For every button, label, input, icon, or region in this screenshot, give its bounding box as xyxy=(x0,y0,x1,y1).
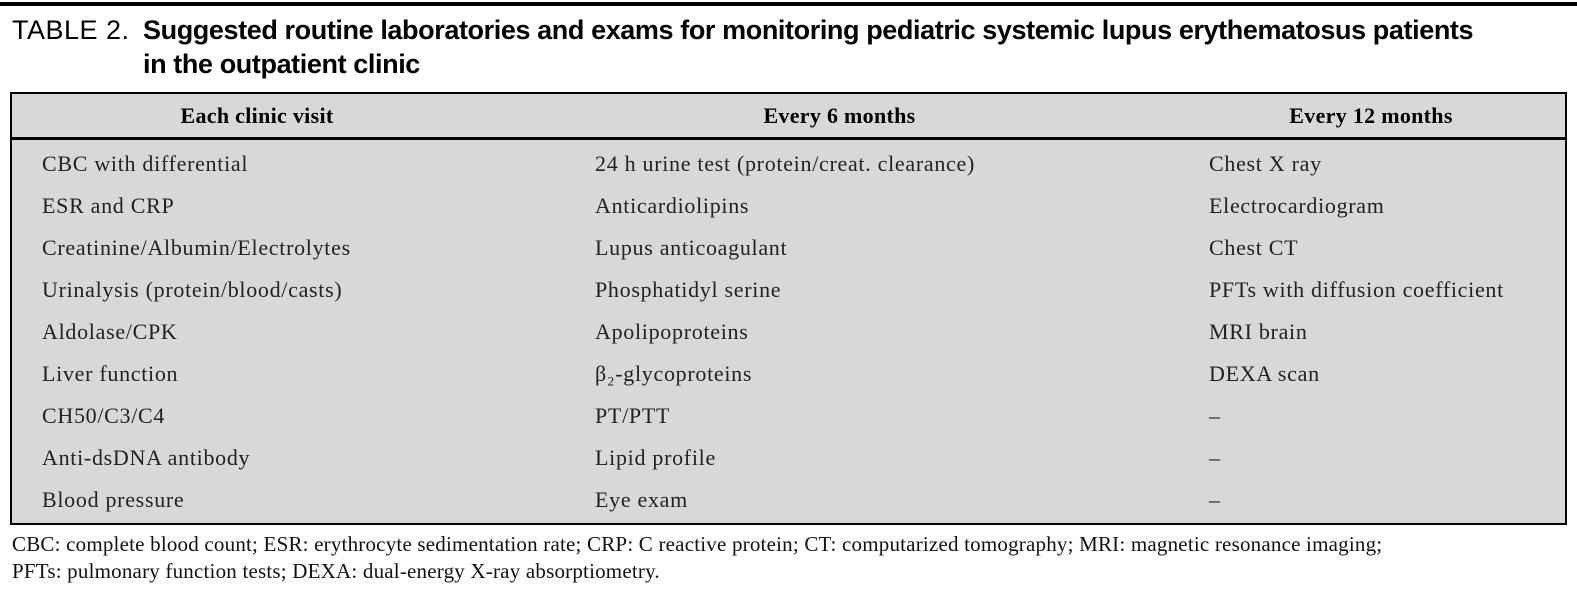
table-row: Blood pressure Eye exam – xyxy=(12,479,1565,521)
footnote-line2: PFTs: pulmonary function tests; DEXA: du… xyxy=(12,559,660,583)
table-row: Aldolase/CPK Apolipoproteins MRI brain xyxy=(12,311,1565,353)
table-cell: ESR and CRP xyxy=(42,193,175,218)
table-cell: Aldolase/CPK xyxy=(42,319,178,344)
table-row: Creatinine/Albumin/Electrolytes Lupus an… xyxy=(12,227,1565,269)
top-rule xyxy=(0,2,1577,6)
table-cell: Creatinine/Albumin/Electrolytes xyxy=(42,235,351,260)
table-row: CBC with differential 24 h urine test (p… xyxy=(12,143,1565,185)
table-body: CBC with differential 24 h urine test (p… xyxy=(12,140,1565,523)
table-row: Liver function β₂-glycoproteins DEXA sca… xyxy=(12,353,1565,395)
table-cell: DEXA scan xyxy=(1209,361,1320,386)
table-title-line2: in the outpatient clinic xyxy=(143,49,420,79)
table-cell: Anti-dsDNA antibody xyxy=(42,445,251,470)
table-cell: – xyxy=(1209,403,1221,428)
lab-schedule-table: Each clinic visit Every 6 months Every 1… xyxy=(10,92,1567,525)
table-cell: – xyxy=(1209,487,1221,512)
table-row: Urinalysis (protein/blood/casts) Phospha… xyxy=(12,269,1565,311)
table-cell: Blood pressure xyxy=(42,487,185,512)
column-header-each-clinic-visit: Each clinic visit xyxy=(180,102,334,128)
table-cell: β₂-glycoproteins xyxy=(595,361,753,386)
table-title: Suggested routine laboratories and exams… xyxy=(143,13,1474,81)
table-caption: TABLE 2. Suggested routine laboratories … xyxy=(12,13,1474,81)
table-cell: PT/PTT xyxy=(595,403,671,428)
footnote-line1: CBC: complete blood count; ESR: erythroc… xyxy=(12,532,1383,556)
table-title-line1: Suggested routine laboratories and exams… xyxy=(143,15,1474,45)
table-number-label: TABLE 2. xyxy=(12,15,130,45)
table-cell: Chest CT xyxy=(1209,235,1299,260)
column-header-every-12-months: Every 12 months xyxy=(1289,102,1453,128)
table-cell: Chest X ray xyxy=(1209,151,1322,176)
table-cell: Lipid profile xyxy=(595,445,716,470)
table-cell: MRI brain xyxy=(1209,319,1308,344)
table-cell: Apolipoproteins xyxy=(595,319,749,344)
table-cell: Lupus anticoagulant xyxy=(595,235,788,260)
table-cell: CH50/C3/C4 xyxy=(42,403,166,428)
table-cell: 24 h urine test (protein/creat. clearanc… xyxy=(595,151,975,176)
table-header-row: Each clinic visit Every 6 months Every 1… xyxy=(12,94,1565,140)
table-cell: PFTs with diffusion coefficient xyxy=(1209,277,1504,302)
table-cell: Phosphatidyl serine xyxy=(595,277,782,302)
table-cell: CBC with differential xyxy=(42,151,249,176)
table-cell: – xyxy=(1209,445,1221,470)
table-footnote: CBC: complete blood count; ESR: erythroc… xyxy=(12,531,1382,585)
table-row: Anti-dsDNA antibody Lipid profile – xyxy=(12,437,1565,479)
table-row: ESR and CRP Anticardiolipins Electrocard… xyxy=(12,185,1565,227)
table-cell: Anticardiolipins xyxy=(595,193,750,218)
table-cell: Liver function xyxy=(42,361,179,386)
table-cell: Urinalysis (protein/blood/casts) xyxy=(42,277,343,302)
table-cell: Electrocardiogram xyxy=(1209,193,1385,218)
table-row: CH50/C3/C4 PT/PTT – xyxy=(12,395,1565,437)
table-cell: Eye exam xyxy=(595,487,688,512)
column-header-every-6-months: Every 6 months xyxy=(763,102,916,128)
